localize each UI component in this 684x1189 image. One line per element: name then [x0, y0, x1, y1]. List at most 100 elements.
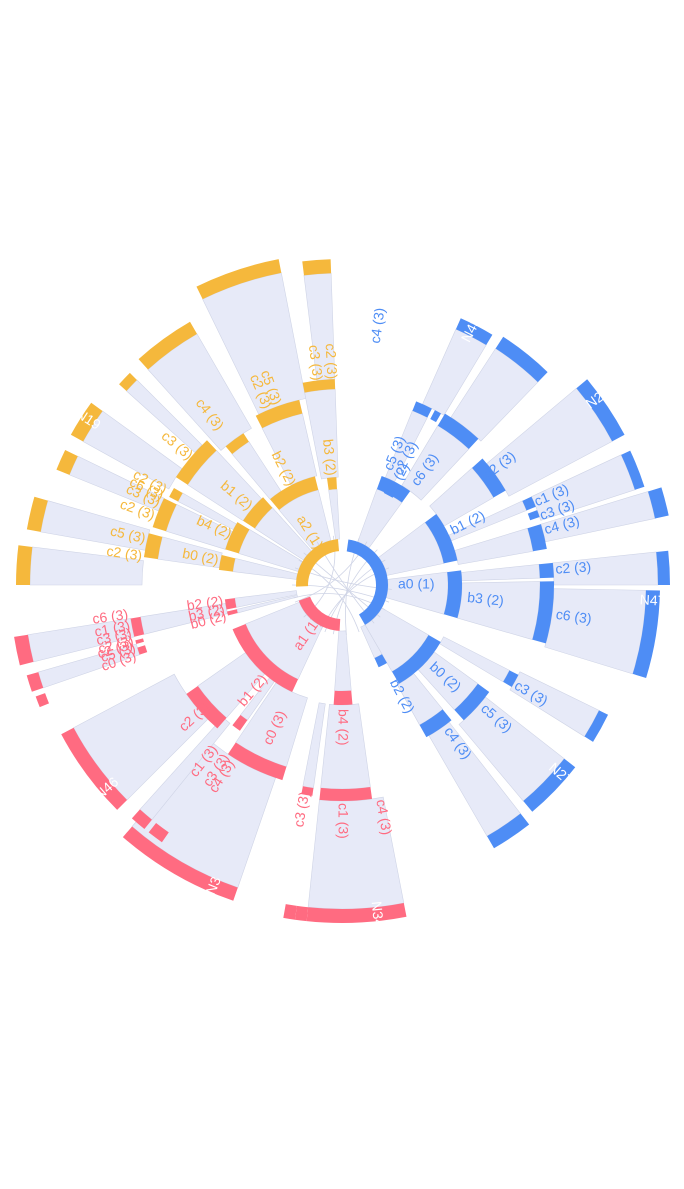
band-leaf-c2y: [304, 388, 339, 480]
band-node-b2r: [234, 590, 298, 608]
node-N47: [656, 550, 670, 585]
label-node-N34: N34: [369, 900, 388, 927]
node-b0y: [218, 555, 236, 572]
band-leaf-c1r: [320, 703, 371, 790]
node-b3y: [326, 477, 337, 490]
leaf-c2yb: [152, 498, 177, 532]
node-N19b: [138, 321, 197, 370]
leaf-c3rb: [137, 645, 148, 655]
node-N19f: [26, 496, 48, 532]
band-leaf-c0r: [235, 682, 308, 768]
label-a0: a0 (1): [398, 576, 435, 592]
node-b1y: [243, 497, 273, 529]
node-N3: [122, 826, 238, 901]
band-node-N19b: [147, 333, 252, 451]
node-b2: [374, 654, 387, 668]
node-b3r: [227, 609, 238, 616]
node-N46d: [26, 672, 44, 692]
band-node-N27: [509, 671, 600, 737]
leaf-c2: [430, 410, 441, 423]
node-b0: [392, 635, 441, 684]
label-node-N47b: N47: [639, 591, 666, 608]
label-yellow-4: b0 (2): [181, 545, 220, 568]
band-node-N19g: [29, 546, 144, 586]
node-arcs: [14, 259, 670, 923]
leaf-c2b: [472, 458, 506, 498]
leaf-c2y: [302, 379, 336, 393]
node-b2r: [224, 598, 237, 610]
leaf-c3b: [503, 670, 519, 687]
node-N27b: [523, 758, 576, 812]
node-N19d: [70, 402, 103, 442]
label-red-17: c3 (3): [290, 790, 312, 828]
node-N46f: [35, 693, 50, 708]
node-a1: [298, 596, 341, 631]
leaf-c3: [527, 510, 540, 521]
node-N34: [306, 903, 407, 923]
label-blue-13: c6 (3): [555, 606, 593, 627]
leaf-c5y: [255, 399, 303, 429]
node-b3: [443, 570, 462, 619]
node-b1r: [232, 623, 299, 692]
node-N46c: [148, 822, 169, 843]
node-N19h: [302, 259, 332, 276]
leaf-c5: [412, 401, 432, 418]
node-b1: [425, 513, 458, 564]
label-red-2: b2 (2): [186, 592, 224, 613]
leaf-c0r: [227, 742, 287, 781]
node-N34b: [294, 905, 309, 922]
label-yellow-5: c2 (3): [323, 343, 341, 380]
node-N27: [584, 710, 609, 742]
leaf-c6y: [169, 488, 183, 502]
band-node-b2: [360, 624, 383, 659]
label-yellow-0: b3 (2): [320, 438, 340, 476]
label-red-7: c3 (3): [95, 625, 133, 649]
label-blue-17: c4 (3): [367, 307, 388, 345]
node-N34c: [283, 904, 297, 920]
label-red-19: c4 (3): [373, 798, 395, 836]
node-b4y: [225, 522, 250, 554]
label-blue-12: c2 (3): [555, 558, 592, 576]
node-N2c: [648, 487, 669, 519]
band-leaf-c2c: [461, 563, 541, 582]
node-b4: [376, 475, 411, 503]
node-N2b: [621, 450, 645, 490]
leaf-c1r: [319, 787, 373, 801]
node-a2: [295, 539, 340, 587]
leaf-c1rb: [135, 638, 144, 644]
leaf-c1: [522, 496, 536, 511]
leaf-c3r: [301, 786, 314, 796]
leaf-c5r: [232, 715, 248, 731]
leaf-c6b: [532, 581, 554, 644]
node-N46: [61, 727, 128, 810]
label-yellow-6: c3 (3): [306, 344, 326, 381]
node-N47b: [632, 590, 660, 678]
band-leaf-c3r: [302, 702, 326, 789]
node-N19c: [119, 372, 137, 391]
node-b4r: [333, 690, 353, 705]
leaf-c5yb: [143, 533, 163, 560]
leaf-c6: [437, 413, 479, 449]
label-yellow-16: c2 (3): [106, 543, 144, 564]
node-N19: [196, 259, 282, 300]
label-red-5: c6 (3): [91, 606, 129, 627]
label-red-3: b3 (2): [187, 601, 226, 624]
node-a0: [346, 539, 388, 625]
band-node-b3y: [328, 488, 340, 540]
leaf-c3y: [225, 433, 249, 455]
link-bands: [27, 272, 659, 910]
node-N19e: [56, 449, 78, 475]
node-b2y: [270, 476, 319, 510]
leaf-c4y: [175, 440, 217, 485]
label-red-6: c1 (3): [93, 617, 131, 640]
leaf-c2r: [186, 685, 227, 729]
leaf-c6r: [130, 616, 145, 637]
leaf-c2c: [538, 562, 554, 579]
node-N19g: [16, 545, 33, 585]
node-N2: [576, 379, 625, 442]
band-node-N47b: [544, 588, 647, 675]
label-red-1: b4 (2): [335, 709, 351, 746]
node-N46b: [131, 809, 152, 830]
node-N43b: [495, 336, 548, 383]
